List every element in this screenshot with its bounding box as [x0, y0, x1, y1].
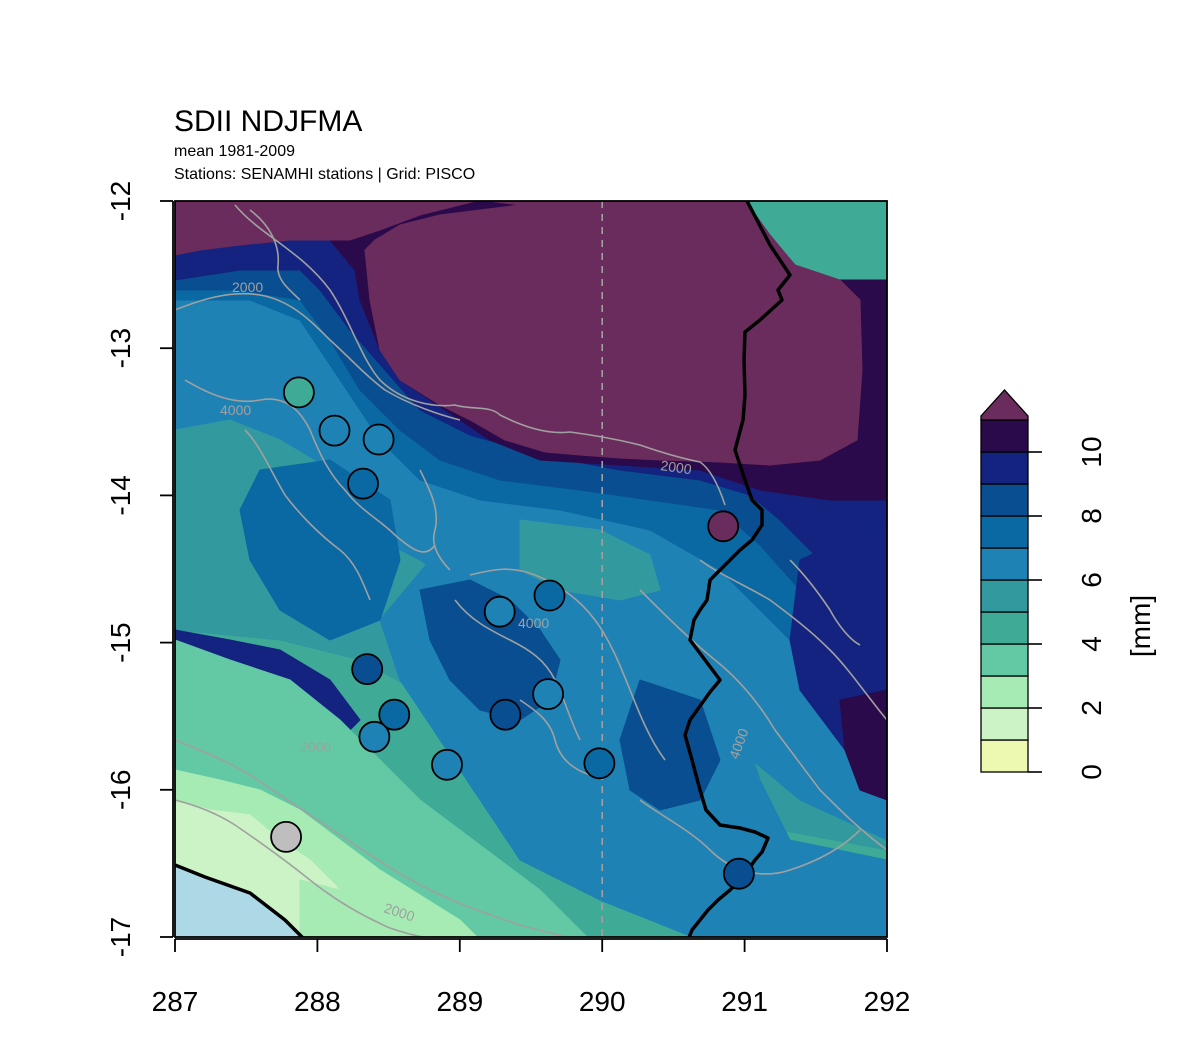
contour-line — [639, 589, 887, 851]
station-marker — [533, 579, 566, 612]
field-zone — [175, 201, 863, 466]
contour-line — [175, 799, 427, 937]
legend-color-box — [980, 515, 1029, 549]
station-marker — [532, 678, 564, 710]
legend-color-box — [980, 483, 1029, 517]
y-tick-label: -17 — [105, 917, 136, 957]
legend-color-box — [980, 643, 1029, 677]
legend-tick-label: 4 — [1076, 636, 1107, 652]
legend-color-box — [980, 707, 1029, 741]
field-zone — [519, 519, 661, 601]
coastline — [175, 863, 305, 937]
sea-area — [175, 865, 302, 937]
y-tick-label: -16 — [105, 770, 136, 810]
station-marker — [707, 510, 740, 543]
x-tick-label: 292 — [864, 986, 911, 1017]
legend-color-box — [980, 547, 1029, 581]
contour-line — [175, 739, 573, 937]
station-marker — [583, 747, 616, 780]
y-tick-label: -13 — [105, 328, 136, 368]
contour-label: 2000 — [660, 457, 693, 477]
station-marker — [431, 748, 463, 781]
x-axis: 287 288 289 290 291 292 — [152, 938, 911, 1017]
station-marker — [358, 720, 391, 753]
contour-label: 4000 — [518, 615, 549, 631]
y-tick-label: -15 — [105, 622, 136, 662]
legend-tick-label: 8 — [1076, 508, 1107, 524]
contour-line — [175, 292, 461, 421]
station-marker — [489, 698, 522, 731]
station-markers — [270, 376, 755, 890]
station-marker — [378, 698, 411, 731]
field-zone — [299, 879, 380, 937]
contour-line — [184, 379, 436, 553]
contour-line — [249, 209, 301, 301]
contour-line — [519, 699, 591, 776]
station-marker — [347, 467, 379, 500]
contour-label: 2000 — [300, 739, 331, 755]
map-plot-area: 2000 4000 2000 4000 4000 2000 2000 — [175, 201, 887, 937]
legend-color-box — [980, 675, 1029, 709]
y-tick-label: -12 — [105, 181, 136, 221]
x-tick-label: 290 — [579, 986, 626, 1017]
legend-tick-label: 0 — [1076, 764, 1107, 780]
legend-tick-label: 2 — [1076, 700, 1107, 716]
legend-overflow-arrow — [980, 389, 1029, 421]
y-tick-label: -14 — [105, 475, 136, 515]
x-tick-label: 289 — [436, 986, 483, 1017]
station-marker — [282, 376, 315, 409]
station-marker — [483, 595, 516, 628]
color-legend: 0 2 4 6 8 10 [mm] — [980, 389, 1156, 780]
map-title: SDII NDJFMA — [174, 105, 362, 138]
legend-color-box — [980, 419, 1029, 453]
station-marker — [270, 821, 303, 853]
legend-ticks: 0 2 4 6 8 10 — [1028, 436, 1107, 780]
station-marker — [351, 653, 384, 685]
legend-color-box — [980, 739, 1029, 773]
station-marker — [362, 423, 395, 456]
contour-label: 2000 — [232, 279, 263, 295]
legend-color-box — [980, 579, 1029, 613]
legend-tick-label: 10 — [1076, 436, 1107, 467]
map-subtitle-period: mean 1981-2009 — [174, 143, 295, 160]
station-marker — [318, 414, 351, 447]
contour-line — [454, 599, 581, 741]
x-tick-label: 287 — [152, 986, 199, 1017]
legend-color-box — [980, 451, 1029, 485]
contour-line — [419, 469, 451, 571]
map-subtitle-sources: Stations: SENAMHI stations | Grid: PISCO — [174, 166, 475, 183]
field-zone — [839, 689, 887, 801]
elevation-contours — [175, 204, 887, 937]
contour-line — [789, 559, 861, 646]
contour-label: 4000 — [220, 402, 251, 418]
contour-line — [469, 568, 666, 761]
legend-tick-label: 6 — [1076, 572, 1107, 588]
y-axis: -12 -13 -14 -15 -16 -17 — [105, 181, 174, 957]
legend-color-boxes — [980, 419, 1029, 773]
station-marker — [723, 857, 755, 890]
contour-line — [699, 559, 887, 721]
legend-color-box — [980, 611, 1029, 645]
x-tick-label: 288 — [294, 986, 341, 1017]
contour-line — [234, 204, 726, 506]
contour-line — [244, 429, 371, 601]
legend-unit-label: [mm] — [1125, 595, 1156, 657]
plot-frame — [174, 200, 888, 938]
x-tick-label: 291 — [721, 986, 768, 1017]
